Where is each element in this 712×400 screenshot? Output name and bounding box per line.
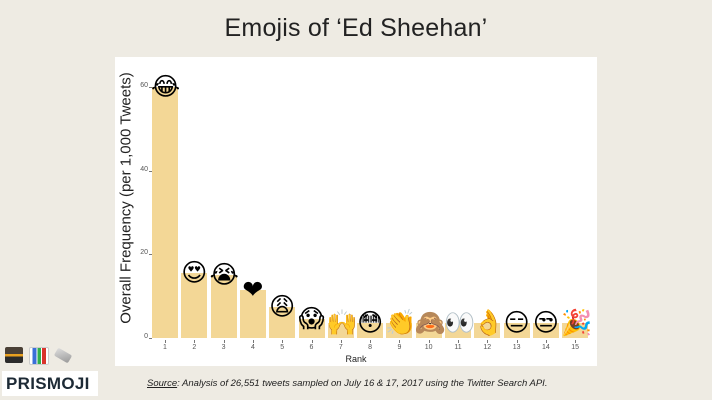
x-tick-label: 13 (512, 344, 521, 351)
expressionless-face-icon: 😑 (503, 308, 530, 338)
x-tick-label: 12 (483, 344, 492, 351)
loudly-crying-face-icon: 😭 (209, 260, 239, 290)
x-tick-mark (516, 340, 518, 343)
x-tick-mark (575, 340, 577, 343)
x-tick-mark (223, 340, 225, 343)
x-tick-label: 9 (397, 344, 402, 351)
x-tick-mark (194, 340, 196, 343)
flushed-face-icon: 😳 (357, 308, 384, 338)
party-popper-icon: 🎉 (561, 308, 593, 338)
bar-rank-3 (210, 275, 237, 338)
x-tick-label: 11 (454, 344, 462, 351)
x-tick-mark (370, 340, 372, 343)
bar-rank-15 (562, 323, 589, 338)
weary-face-icon: 😩 (269, 291, 296, 321)
eyes-icon: 👀 (444, 308, 476, 338)
y-tick-label: 0 (144, 333, 148, 340)
x-tick-label: 5 (280, 344, 285, 351)
bar-rank-12 (474, 323, 501, 338)
usb-drive-icon (53, 347, 73, 364)
x-tick-mark (311, 340, 313, 343)
x-tick-label: 6 (309, 344, 314, 351)
face-with-tears-of-joy-icon: 😂 (151, 72, 181, 102)
bar-chart-icon (29, 347, 49, 365)
source-note: Source: Analysis of 26,551 tweets sample… (147, 378, 547, 389)
x-tick-mark (252, 340, 254, 343)
red-heart-icon: ❤ (242, 274, 264, 304)
bar-rank-9 (386, 323, 413, 338)
x-tick-label: 14 (541, 344, 550, 351)
x-tick-mark (399, 340, 401, 343)
bar-rank-8 (357, 323, 384, 338)
y-tick-mark (149, 170, 152, 172)
bar-rank-10 (415, 323, 442, 338)
bar-rank-14 (532, 323, 559, 338)
y-axis-label: Overall Frequency (per 1,000 Tweets) (117, 72, 135, 324)
y-tick-mark (149, 254, 152, 256)
x-tick-label: 7 (338, 344, 343, 351)
x-axis-label: Rank (345, 354, 367, 364)
x-tick-mark (340, 340, 342, 343)
source-label: Source (147, 378, 178, 389)
x-tick-label: 4 (250, 344, 255, 351)
x-tick-label: 1 (163, 344, 167, 351)
x-tick-mark (428, 340, 430, 343)
bar-rank-13 (503, 323, 530, 338)
bar-rank-6 (298, 319, 325, 338)
prismoji-logo-box (2, 371, 98, 396)
x-tick-mark (487, 340, 489, 343)
ok-hand-icon: 👌 (473, 308, 505, 338)
unamused-face-icon: 😒 (532, 308, 559, 338)
clapping-hands-icon: 👏 (385, 308, 417, 338)
y-tick-mark (149, 87, 152, 89)
x-tick-mark (282, 340, 284, 343)
bar-rank-1 (152, 87, 178, 338)
bar-rank-2 (181, 273, 208, 338)
y-tick-mark (149, 338, 152, 339)
source-text: : Analysis of 26,551 tweets sampled on J… (177, 378, 548, 389)
x-tick-label: 10 (424, 344, 433, 351)
prismoji-logo-icons (5, 347, 73, 365)
x-tick-label: 8 (368, 344, 373, 351)
bar-rank-5 (269, 306, 296, 338)
folder-icon (5, 347, 23, 363)
smiling-face-with-heart-eyes-icon: 😍 (181, 258, 208, 288)
y-tick-label: 60 (140, 82, 148, 90)
see-no-evil-monkey-icon: 🙈 (414, 308, 446, 338)
x-tick-mark (165, 340, 166, 343)
x-tick-label: 2 (192, 344, 197, 351)
bar-rank-7 (327, 323, 354, 338)
prismoji-logo-text: PRISMOJI (6, 374, 90, 393)
chart-title: Emojis of ‘Ed Sheehan’ (224, 14, 488, 42)
y-tick-label: 20 (140, 249, 148, 257)
y-tick-label: 40 (140, 165, 148, 173)
bar-rank-4 (239, 289, 266, 338)
face-screaming-in-fear-icon: 😱 (298, 304, 325, 334)
x-tick-mark (458, 340, 459, 343)
x-tick-label: 15 (571, 344, 580, 351)
raising-hands-icon: 🙌 (326, 308, 358, 338)
x-tick-mark (545, 340, 547, 343)
bar-rank-11 (445, 323, 471, 338)
x-tick-label: 3 (221, 344, 226, 351)
